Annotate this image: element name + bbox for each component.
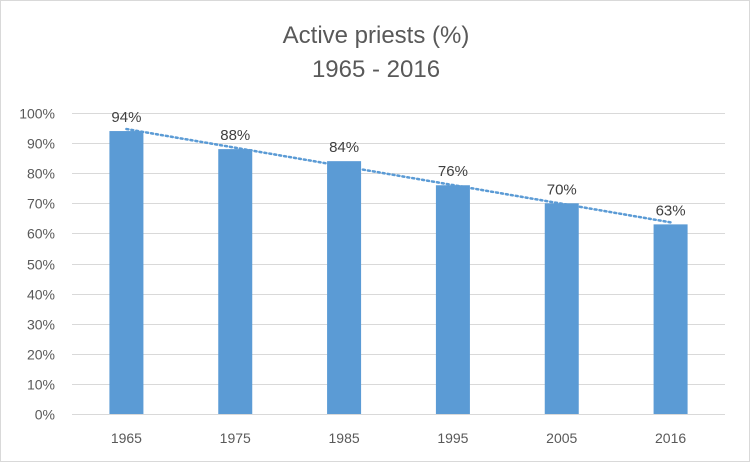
- y-axis-tick-labels: 0% 10% 20% 30% 40% 50% 60% 70% 80% 90% 100%: [19, 106, 55, 423]
- bars: [109, 131, 688, 414]
- bar-2005: [544, 203, 579, 414]
- data-label-1965: 94%: [111, 109, 141, 126]
- y-tick-label: 100%: [19, 106, 55, 122]
- y-tick-label: 10%: [27, 377, 55, 393]
- x-tick-label-1995: 1995: [437, 430, 468, 446]
- chart-subtitle: 1965 - 2016: [311, 56, 441, 83]
- bar-2016: [653, 224, 688, 414]
- chart-title: Active priests (%): [282, 22, 470, 49]
- y-tick-label: 50%: [27, 257, 55, 273]
- data-label-2005: 70%: [547, 181, 577, 198]
- gridlines: [72, 113, 725, 415]
- x-tick-label-1965: 1965: [111, 430, 142, 446]
- trendline: [125, 127, 672, 224]
- x-tick-label-2016: 2016: [655, 430, 686, 446]
- data-label-1975: 88%: [220, 127, 250, 144]
- data-labels: 94% 88% 84% 76% 70% 63%: [111, 109, 685, 219]
- chart-title-block: Active priests (%) 1965 - 2016: [1, 19, 750, 87]
- x-tick-label-1975: 1975: [220, 430, 251, 446]
- data-label-2016: 63%: [656, 202, 686, 219]
- bar-1965: [109, 131, 144, 414]
- data-label-1985: 84%: [329, 139, 359, 156]
- x-axis-tick-labels: 1965 1975 1985 1995 2005 2016: [111, 430, 687, 446]
- y-tick-label: 20%: [27, 347, 55, 363]
- y-tick-label: 30%: [27, 317, 55, 333]
- trendline-group: [125, 127, 672, 224]
- x-tick-label-2005: 2005: [546, 430, 577, 446]
- y-tick-label: 70%: [27, 196, 55, 212]
- bar-1985: [327, 161, 362, 414]
- bar-1975: [218, 149, 253, 414]
- data-label-1995: 76%: [438, 163, 468, 180]
- y-tick-label: 60%: [27, 226, 55, 242]
- y-tick-label: 40%: [27, 287, 55, 303]
- y-tick-label: 90%: [27, 136, 55, 152]
- bar-1995: [435, 185, 470, 414]
- x-tick-label-1985: 1985: [329, 430, 360, 446]
- y-tick-label: 0%: [35, 407, 55, 423]
- y-tick-label: 80%: [27, 166, 55, 182]
